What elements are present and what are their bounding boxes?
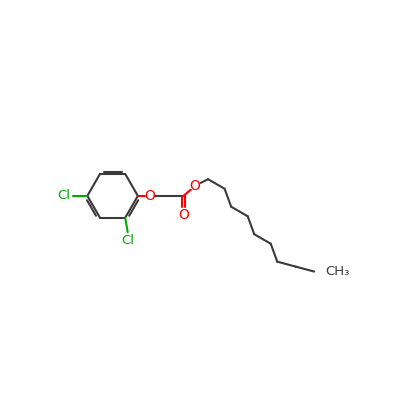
Text: CH₃: CH₃ bbox=[326, 265, 350, 278]
Text: Cl: Cl bbox=[121, 234, 134, 247]
Text: O: O bbox=[178, 208, 189, 222]
Text: Cl: Cl bbox=[57, 189, 70, 202]
Text: O: O bbox=[190, 179, 200, 193]
Text: O: O bbox=[144, 189, 155, 203]
